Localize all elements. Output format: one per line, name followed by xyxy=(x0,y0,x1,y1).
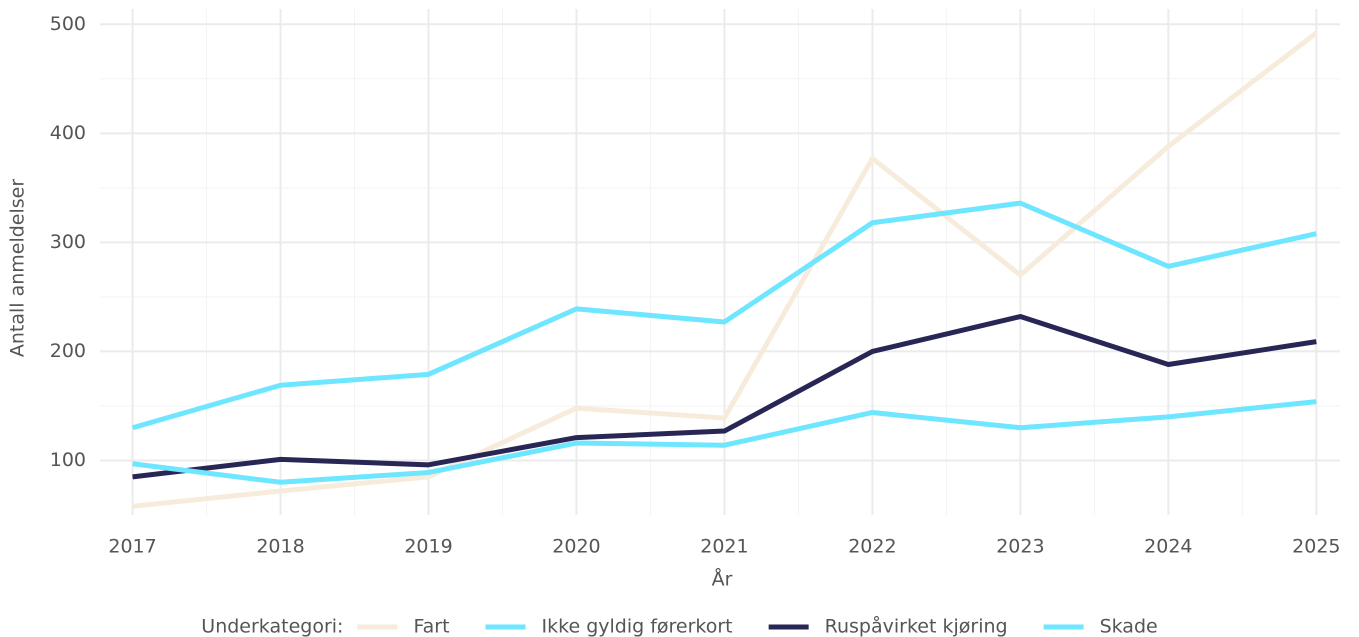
x-tick-label: 2024 xyxy=(1144,536,1192,558)
x-tick-label: 2023 xyxy=(996,536,1044,558)
series-line xyxy=(132,31,1318,509)
x-tick-label: 2020 xyxy=(552,536,600,558)
legend-title: Underkategori: xyxy=(201,616,343,637)
x-tick-label: 2021 xyxy=(700,536,748,558)
y-tick-label: 100 xyxy=(50,449,86,471)
x-axis-title: År xyxy=(712,568,733,591)
y-tick-label: 500 xyxy=(50,13,86,35)
y-tick-label: 300 xyxy=(50,231,86,253)
legend-label: Ruspåvirket kjøring xyxy=(825,615,1008,637)
y-tick-label: 200 xyxy=(50,340,86,362)
legend-label: Skade xyxy=(1100,616,1158,637)
legend-label: Ikke gyldig førerkort xyxy=(542,616,733,637)
x-tick-label: 2025 xyxy=(1292,536,1340,558)
x-tick-label: 2019 xyxy=(404,536,452,558)
y-tick-label: 400 xyxy=(50,122,86,144)
series-line xyxy=(132,314,1317,480)
y-axis-title: Antall anmeldelser xyxy=(7,179,29,358)
x-tick-label: 2022 xyxy=(848,536,896,558)
legend-label: Fart xyxy=(413,616,449,637)
x-tick-label: 2017 xyxy=(108,536,156,558)
series-line xyxy=(131,200,1317,431)
x-tick-label: 2018 xyxy=(256,536,304,558)
series-line xyxy=(132,399,1317,485)
